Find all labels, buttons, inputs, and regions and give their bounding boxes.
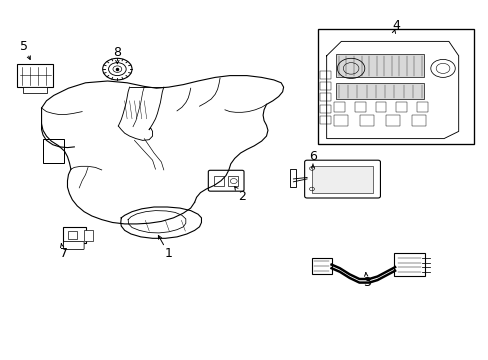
Bar	[395, 102, 406, 112]
Bar	[214, 176, 224, 186]
FancyBboxPatch shape	[208, 170, 244, 191]
Text: 1: 1	[164, 247, 172, 260]
Bar	[333, 115, 347, 126]
Bar	[23, 87, 47, 93]
Text: 4: 4	[391, 19, 399, 32]
FancyBboxPatch shape	[63, 242, 84, 249]
Bar	[84, 230, 93, 241]
Text: 6: 6	[308, 150, 316, 163]
Bar	[336, 83, 424, 99]
Bar	[354, 102, 365, 112]
Bar	[375, 102, 386, 112]
Bar	[320, 82, 330, 90]
FancyBboxPatch shape	[393, 253, 424, 276]
Bar	[336, 54, 424, 77]
Text: 2: 2	[238, 190, 245, 203]
Bar	[386, 115, 399, 126]
Bar	[289, 169, 295, 187]
Text: 7: 7	[60, 247, 67, 260]
Bar	[411, 115, 425, 126]
Bar	[227, 176, 237, 186]
Bar	[317, 29, 473, 144]
FancyBboxPatch shape	[304, 160, 380, 198]
Text: 5: 5	[20, 40, 28, 53]
Bar	[359, 115, 373, 126]
Bar	[17, 64, 53, 87]
Bar	[416, 102, 427, 112]
Bar	[68, 231, 77, 239]
Text: 8: 8	[113, 46, 121, 59]
Bar	[43, 139, 63, 163]
Bar	[320, 71, 330, 79]
Bar	[62, 227, 86, 243]
Bar	[320, 93, 330, 101]
Bar	[333, 102, 344, 112]
Bar	[311, 166, 372, 193]
Bar	[311, 258, 331, 274]
Text: 3: 3	[362, 276, 370, 289]
Bar	[320, 116, 330, 124]
Bar	[320, 105, 330, 113]
